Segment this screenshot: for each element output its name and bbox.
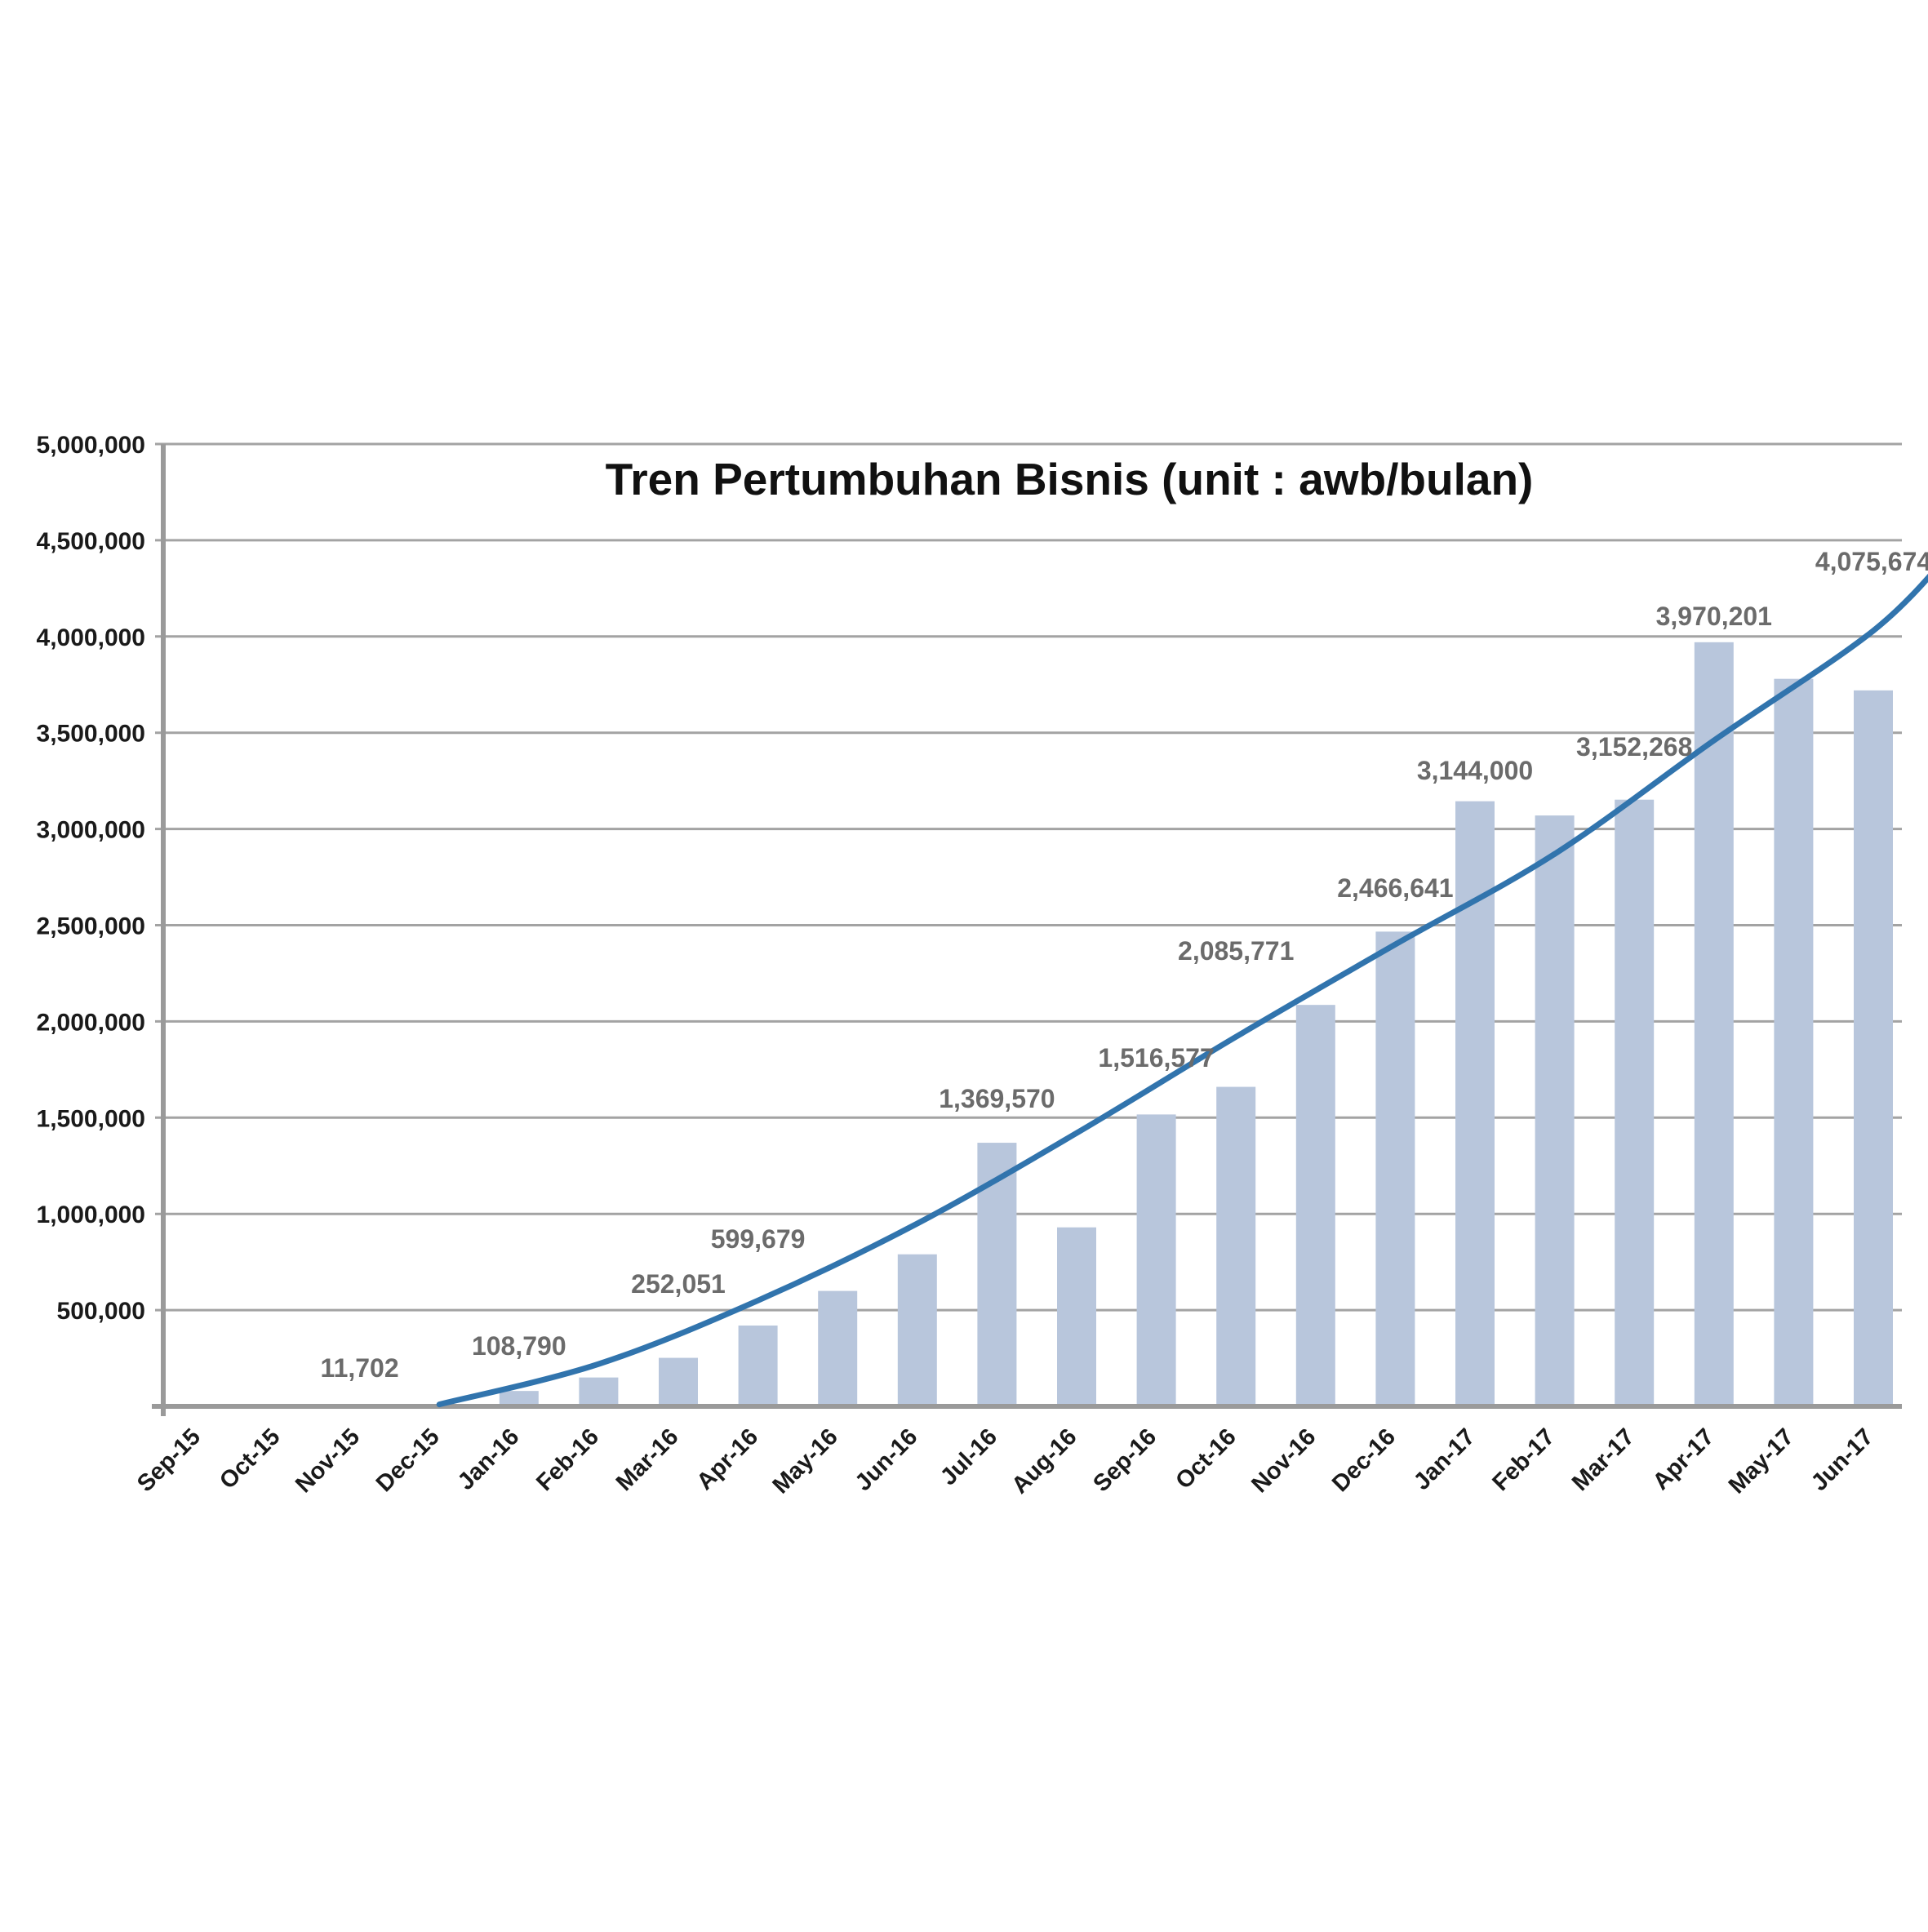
bar	[897, 1254, 937, 1406]
y-tick-label: 5,000,000	[37, 432, 145, 459]
y-tick-label: 2,500,000	[37, 913, 145, 940]
x-tick-label: Feb-16	[531, 1423, 604, 1496]
bar	[1375, 931, 1415, 1406]
data-label: 1,516,577	[1098, 1043, 1214, 1073]
y-tick-label: 1,000,000	[37, 1201, 145, 1228]
x-tick-label: Apr-16	[692, 1423, 764, 1495]
x-tick-label: Oct-15	[215, 1423, 285, 1494]
x-tick-label: Feb-17	[1487, 1423, 1560, 1496]
axes	[152, 444, 1902, 1416]
gridlines	[155, 442, 1902, 1312]
bar	[1854, 690, 1893, 1406]
x-tick-label: Mar-17	[1567, 1423, 1640, 1496]
x-tick-label: May-17	[1724, 1423, 1799, 1499]
bar	[1216, 1086, 1256, 1406]
bar	[738, 1325, 778, 1406]
x-tick-label: Nov-16	[1246, 1423, 1321, 1498]
x-tick-label: Jul-16	[935, 1423, 1002, 1490]
bars	[420, 642, 1893, 1406]
bar	[1694, 642, 1734, 1406]
bar	[659, 1357, 698, 1406]
y-axis-ticks: 500,000 1,000,000 1,500,000 2,000,000 2,500,…	[37, 432, 145, 1325]
x-tick-label: Jun-17	[1806, 1423, 1879, 1496]
data-label: 108,790	[472, 1331, 566, 1361]
bar	[1136, 1114, 1176, 1406]
bar	[1774, 678, 1814, 1406]
y-tick-label: 2,000,000	[37, 1009, 145, 1036]
y-tick-label: 500,000	[57, 1298, 145, 1325]
x-tick-label: May-16	[768, 1423, 843, 1499]
x-tick-label: Oct-16	[1171, 1423, 1241, 1494]
bar	[818, 1290, 858, 1406]
data-label: 2,466,641	[1337, 873, 1453, 903]
x-tick-label: Sep-15	[132, 1423, 206, 1497]
data-label: 1,369,570	[939, 1084, 1055, 1113]
data-label: 599,679	[711, 1224, 806, 1254]
bar	[579, 1377, 619, 1406]
trend-line-group	[436, 573, 1928, 1408]
x-tick-label: Jan-17	[1409, 1423, 1481, 1495]
x-tick-label: Jan-16	[453, 1423, 525, 1495]
y-tick-label: 3,500,000	[37, 721, 145, 748]
trend-line	[436, 573, 1928, 1408]
y-tick-label: 4,000,000	[37, 624, 145, 651]
data-label: 3,970,201	[1656, 602, 1772, 631]
data-label: 2,085,771	[1178, 936, 1294, 966]
data-labels: 11,702 108,790 252,051 599,679 1,369,570 1,51…	[321, 547, 1928, 1383]
y-tick-label: 1,500,000	[37, 1105, 145, 1132]
data-label: 3,152,268	[1576, 732, 1692, 762]
x-tick-label: Jun-16	[851, 1423, 923, 1496]
x-tick-label: Mar-16	[611, 1423, 684, 1496]
x-tick-label: Apr-17	[1648, 1423, 1720, 1495]
x-tick-label: Dec-15	[371, 1423, 445, 1497]
data-label: 3,144,000	[1417, 756, 1533, 785]
bar	[499, 1391, 539, 1406]
data-label: 4,075,674	[1815, 547, 1928, 576]
data-label: 252,051	[631, 1269, 726, 1299]
x-tick-label: Nov-15	[291, 1423, 365, 1498]
bar	[1295, 1005, 1335, 1406]
y-tick-label: 4,500,000	[37, 528, 145, 555]
bar	[1615, 799, 1655, 1406]
x-tick-label: Dec-16	[1327, 1423, 1401, 1497]
x-tick-label: Sep-16	[1088, 1423, 1162, 1497]
x-axis-labels: Sep-15 Oct-15 Nov-15 Dec-15 Jan-16 Feb-16 Mar-…	[132, 1423, 1878, 1499]
bar	[1057, 1227, 1096, 1406]
data-label: 11,702	[321, 1353, 399, 1383]
chart-title: Tren Pertumbuhan Bisnis (unit : awb/bula…	[606, 454, 1534, 504]
x-tick-label: Aug-16	[1006, 1423, 1082, 1499]
y-tick-label: 3,000,000	[37, 817, 145, 844]
bar	[1535, 815, 1575, 1406]
